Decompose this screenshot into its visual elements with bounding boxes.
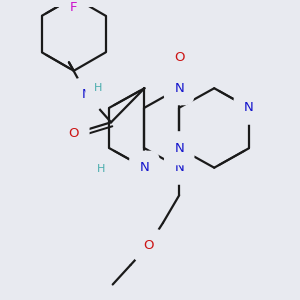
Text: N: N bbox=[174, 161, 184, 174]
Text: H: H bbox=[97, 164, 106, 174]
Text: H: H bbox=[94, 83, 103, 93]
Text: N: N bbox=[82, 88, 92, 101]
Text: N: N bbox=[174, 82, 184, 95]
Text: O: O bbox=[143, 239, 154, 252]
Text: N: N bbox=[244, 101, 254, 114]
Text: O: O bbox=[174, 51, 184, 64]
Text: O: O bbox=[68, 127, 79, 140]
Text: F: F bbox=[70, 1, 77, 13]
Text: N: N bbox=[174, 142, 184, 155]
Text: N: N bbox=[140, 161, 149, 174]
